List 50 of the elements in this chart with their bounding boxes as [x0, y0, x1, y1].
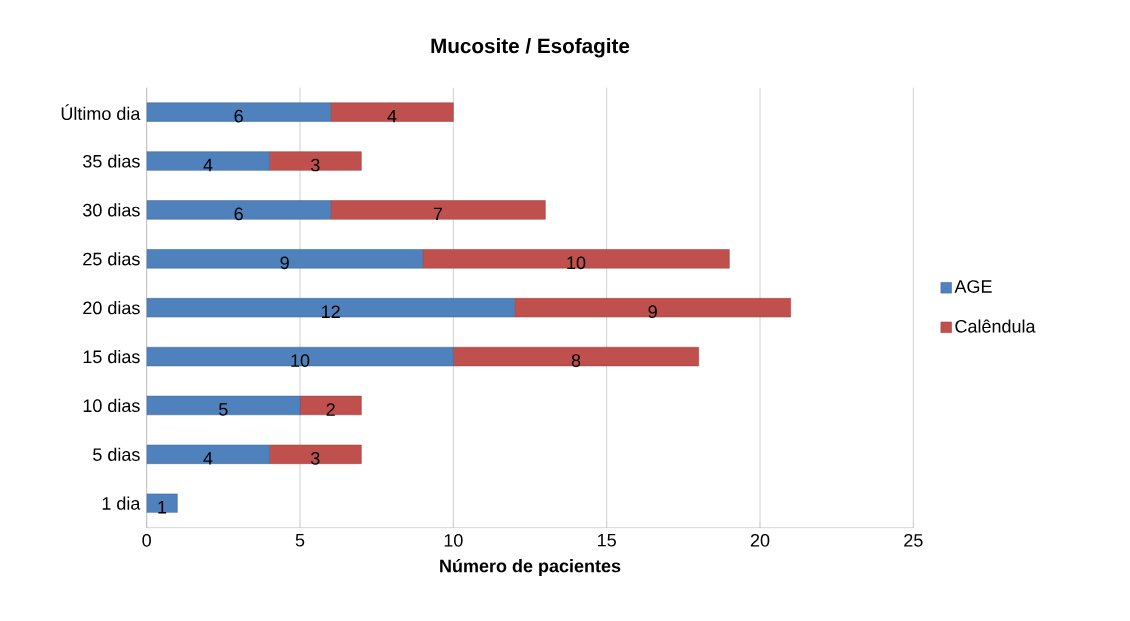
y-tick-label: 5 dias [93, 447, 140, 461]
data-label: 12 [322, 305, 340, 318]
bar [299, 395, 362, 416]
x-tick-label: 0 [142, 533, 151, 547]
bar [330, 102, 454, 122]
data-label: 10 [291, 354, 310, 367]
bar [514, 298, 791, 318]
y-tick-label: 25 dias [83, 252, 140, 266]
bar [146, 151, 270, 171]
data-label: 3 [311, 158, 320, 172]
x-tick-label: 5 [295, 533, 305, 547]
data-label: 9 [280, 256, 289, 270]
data-label: 6 [234, 109, 243, 123]
legend-label: AGE [954, 280, 992, 293]
bar [146, 102, 331, 122]
bar [146, 346, 454, 367]
data-label: 1 [158, 501, 167, 514]
y-tick-label: 1 dia [102, 496, 141, 510]
bar [422, 249, 730, 269]
y-tick-label: Último dia [61, 104, 141, 121]
y-tick-label: 35 dias [83, 154, 140, 168]
bar [330, 200, 546, 220]
data-label: 7 [433, 207, 443, 221]
y-tick-label: 10 dias [83, 398, 140, 413]
bar [269, 151, 362, 171]
bar [146, 298, 515, 318]
x-tick-label: 25 [904, 533, 923, 547]
x-tick-label: 15 [598, 533, 616, 547]
data-label: 6 [234, 207, 243, 221]
data-label: 4 [203, 158, 213, 172]
data-label: 10 [567, 256, 586, 270]
data-label: 4 [387, 109, 397, 123]
chart-title: Mucosite / Esofagite [431, 38, 630, 58]
x-tick-label: 10 [444, 533, 463, 547]
x-axis-title: Número de pacientes [440, 558, 621, 576]
data-label: 5 [219, 403, 228, 416]
data-label: 3 [311, 451, 320, 465]
bar [453, 346, 699, 367]
y-tick-label: 30 dias [83, 203, 140, 217]
legend-label: Calêndula [955, 319, 1036, 333]
bar [146, 200, 331, 220]
x-tick-label: 20 [750, 533, 770, 547]
data-label: 8 [571, 354, 581, 367]
y-tick-label: 20 dias [83, 301, 140, 315]
data-label: 2 [326, 403, 335, 416]
bar [146, 249, 423, 269]
data-label: 4 [203, 452, 213, 465]
bar [269, 444, 362, 464]
y-tick-label: 15 dias [83, 349, 140, 364]
data-label: 9 [648, 305, 657, 319]
